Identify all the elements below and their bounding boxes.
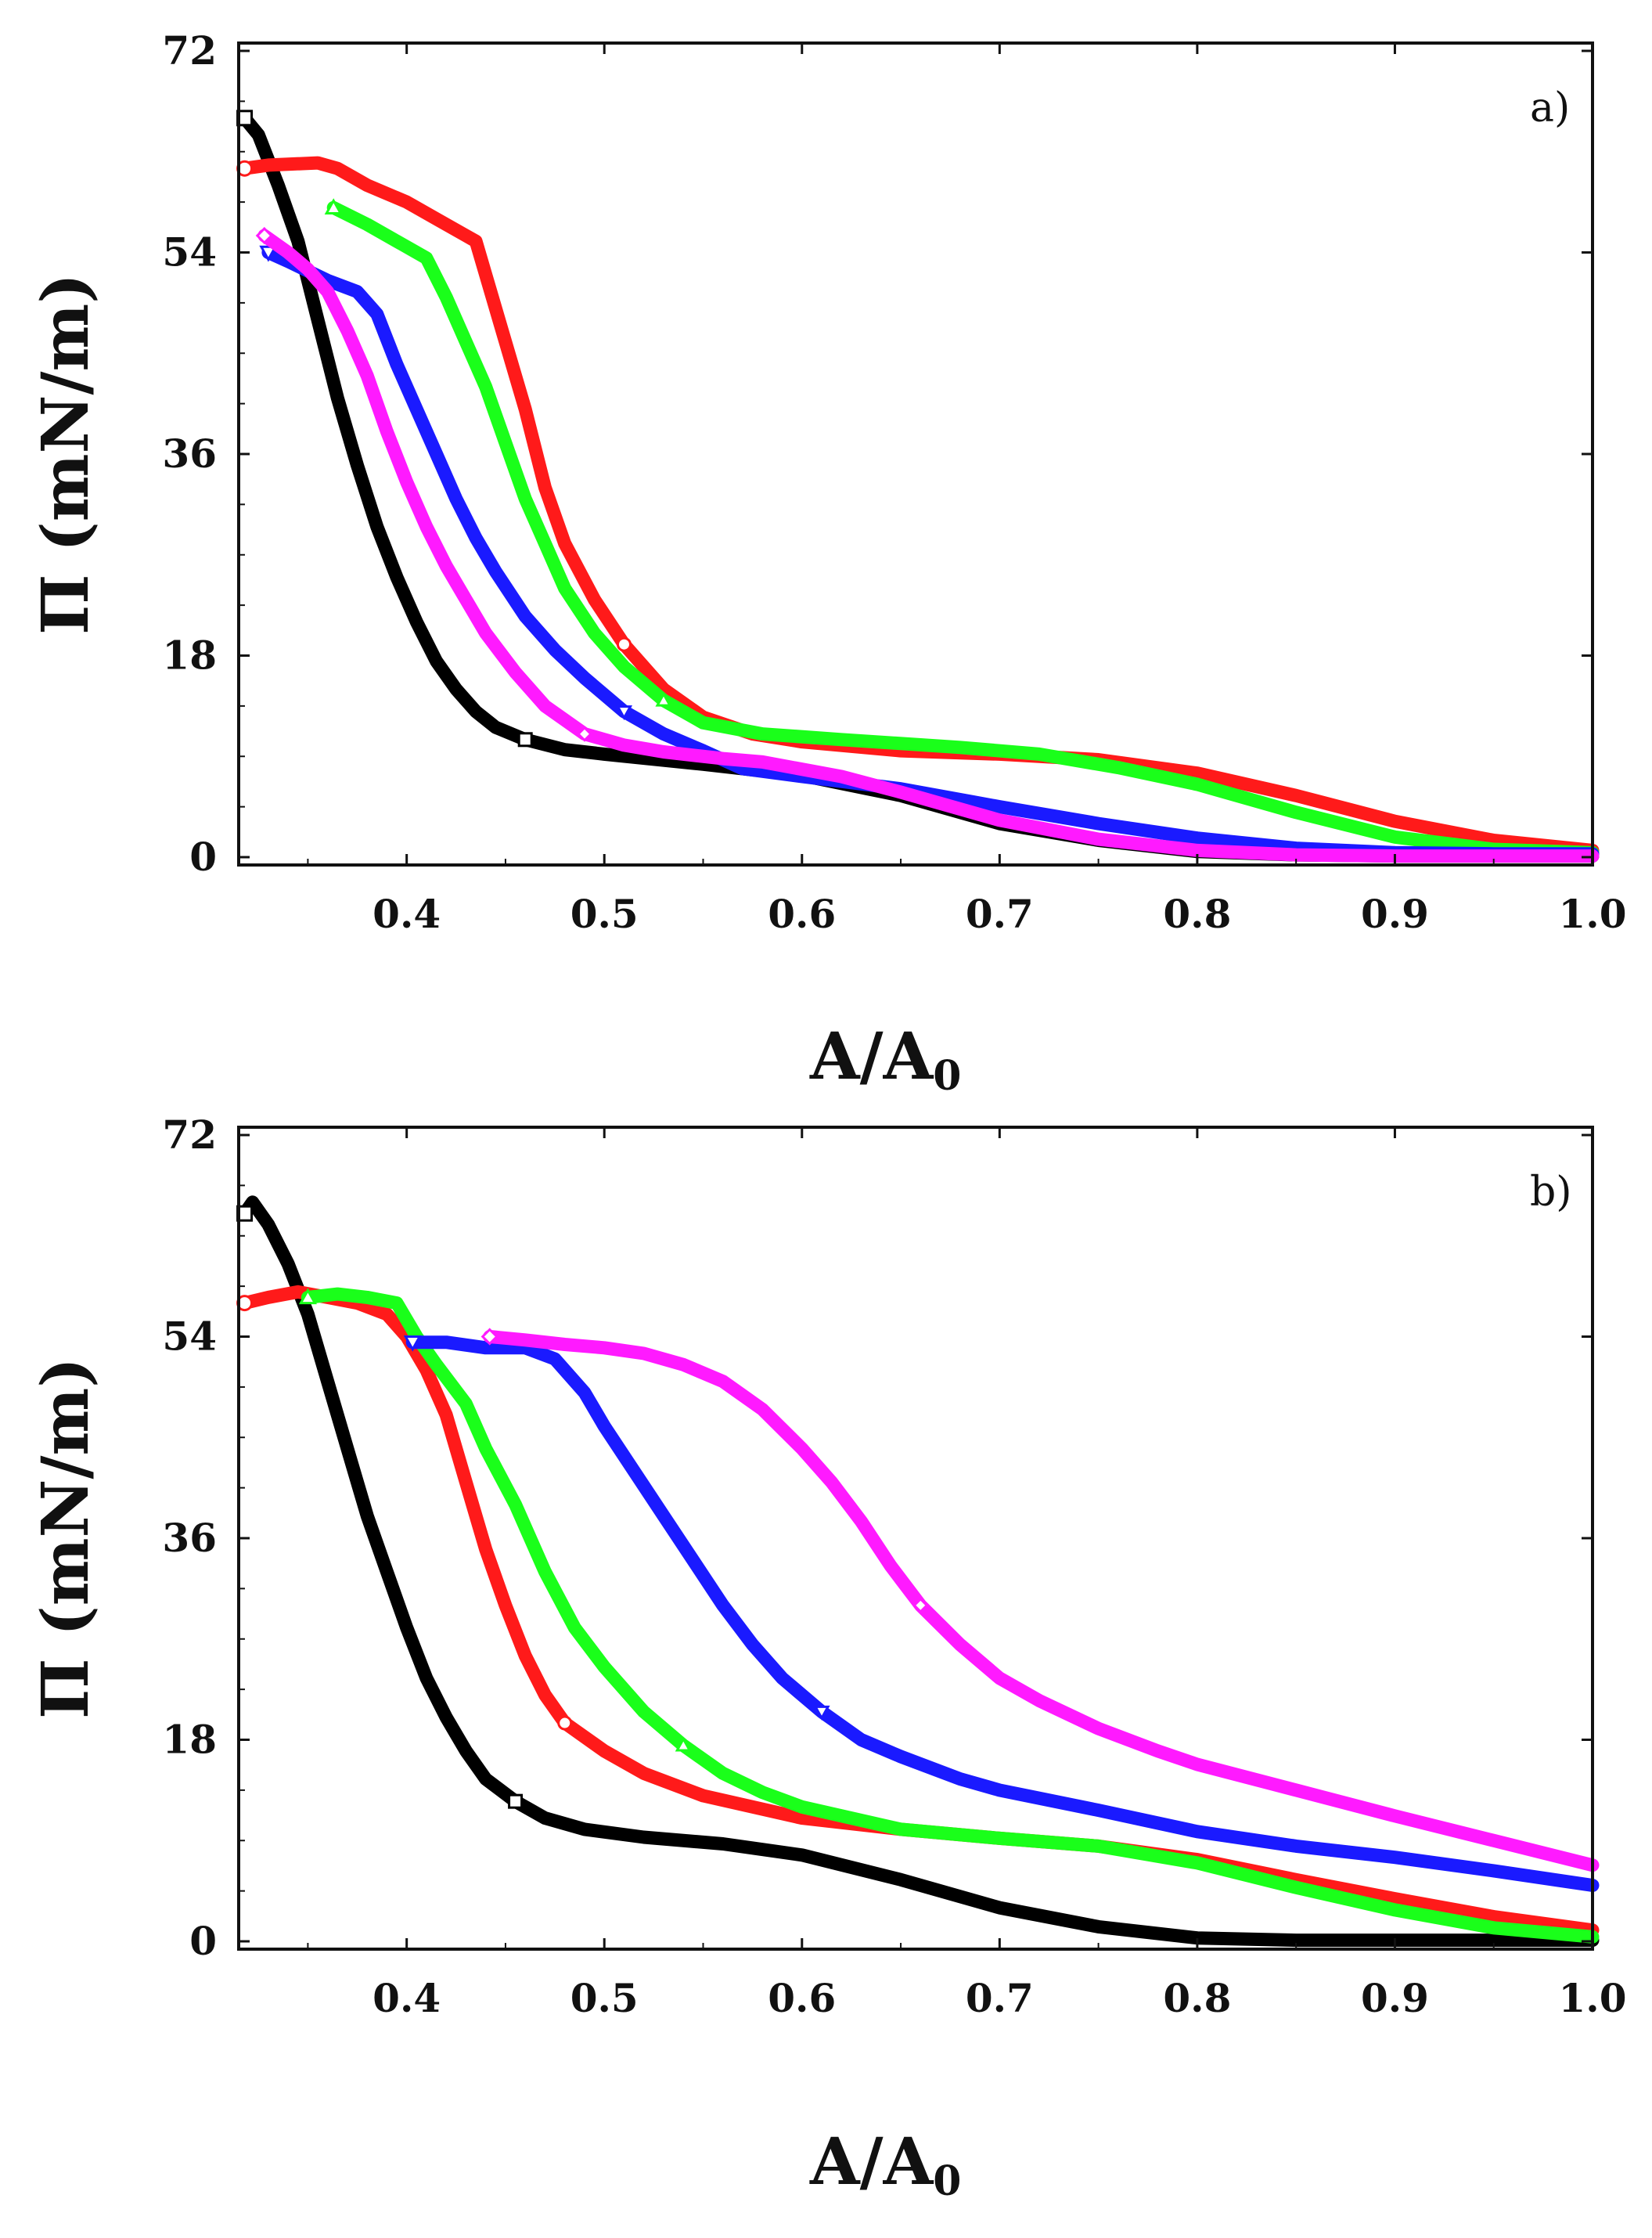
series-line-green xyxy=(326,200,1600,860)
series-green xyxy=(298,1287,1600,1944)
series-black xyxy=(236,1195,1600,1948)
series-marker-green xyxy=(675,1736,692,1752)
x-axis-title-subscript: 0 xyxy=(933,1052,961,1100)
x-tick-label: 0.7 xyxy=(966,891,1034,937)
y-tick-label: 18 xyxy=(162,632,217,679)
series-line-blue xyxy=(405,1335,1600,1892)
y-tick-label: 0 xyxy=(189,1918,217,1964)
x-tick-label: 0.4 xyxy=(373,891,441,937)
y-tick-label: 54 xyxy=(162,1314,217,1360)
x-tick-label: 1.0 xyxy=(1559,1975,1627,2021)
panel-b: 0.4 0.5 0.6 0.7 0.8 0.9 1.0 0 18 36 54 72 b) Π (mN/… xyxy=(28,1112,1627,2205)
series-marker-red xyxy=(557,1715,573,1731)
series-marker-green xyxy=(298,1288,317,1305)
x-tick-label: 0.8 xyxy=(1163,1975,1231,2021)
x-axis-title-main: A/A xyxy=(809,2124,934,2200)
series-red xyxy=(236,156,1600,857)
series-marker-magenta xyxy=(912,1597,929,1613)
series-marker-blue xyxy=(259,245,278,262)
x-tick-label: 0.6 xyxy=(768,1975,836,2021)
x-axis-title-subscript: 0 xyxy=(933,2157,961,2205)
series-line-green xyxy=(301,1287,1600,1944)
panel-label: b) xyxy=(1530,1169,1572,1216)
series-marker-magenta xyxy=(480,1328,498,1346)
y-axis-title: Π (mN/m) xyxy=(28,1357,103,1719)
series-line-blue xyxy=(261,246,1600,861)
series-blue xyxy=(403,1335,1600,1892)
x-tick-label: 0.7 xyxy=(966,1975,1034,2021)
series-marker-blue xyxy=(615,705,633,721)
series-marker-black xyxy=(508,1793,524,1809)
x-tick-label: 0.8 xyxy=(1163,891,1231,937)
series-line-black xyxy=(238,1195,1600,1948)
y-tick-label: 72 xyxy=(162,27,217,74)
series-blue xyxy=(259,245,1600,861)
series-marker-black xyxy=(517,732,533,748)
series-magenta xyxy=(255,226,1600,863)
series-marker-magenta xyxy=(576,726,593,742)
panel-a: 0.4 0.5 0.6 0.7 0.8 0.9 1.0 0 18 36 54 72 a) Π (mN/… xyxy=(28,27,1627,1100)
series-green xyxy=(324,198,1600,860)
series-line-red xyxy=(238,156,1600,857)
series-marker-green xyxy=(655,691,672,707)
x-tick-label: 0.9 xyxy=(1361,891,1429,937)
series-marker-red xyxy=(616,636,632,652)
series-marker-blue xyxy=(813,1705,830,1721)
y-tick-label: 72 xyxy=(162,1112,217,1158)
x-axis-title-main: A/A xyxy=(809,1019,934,1094)
y-tick-label: 54 xyxy=(162,229,217,276)
x-tick-label: 0.5 xyxy=(570,1975,639,2021)
x-tick-label: 0.9 xyxy=(1361,1975,1429,2021)
series-line-magenta xyxy=(483,1330,1600,1872)
x-axis-title: A/A0 xyxy=(809,1019,961,1100)
y-tick-label: 18 xyxy=(162,1717,217,1763)
y-tick-label: 36 xyxy=(162,1515,217,1561)
series-line-magenta xyxy=(257,229,1600,863)
y-tick-label: 36 xyxy=(162,431,217,477)
x-tick-label: 0.5 xyxy=(570,891,639,937)
x-tick-label: 0.6 xyxy=(768,891,836,937)
y-tick-label: 0 xyxy=(189,834,217,880)
panel-label: a) xyxy=(1530,85,1570,132)
series-marker-green xyxy=(324,198,343,214)
series-magenta xyxy=(480,1328,1600,1872)
series-marker-magenta xyxy=(255,226,273,245)
series-marker-blue xyxy=(403,1335,422,1352)
x-tick-label: 0.4 xyxy=(373,1975,441,2021)
y-axis-title: Π (mN/m) xyxy=(28,273,103,635)
x-axis-title: A/A0 xyxy=(809,2124,961,2205)
x-tick-label: 1.0 xyxy=(1559,891,1627,937)
